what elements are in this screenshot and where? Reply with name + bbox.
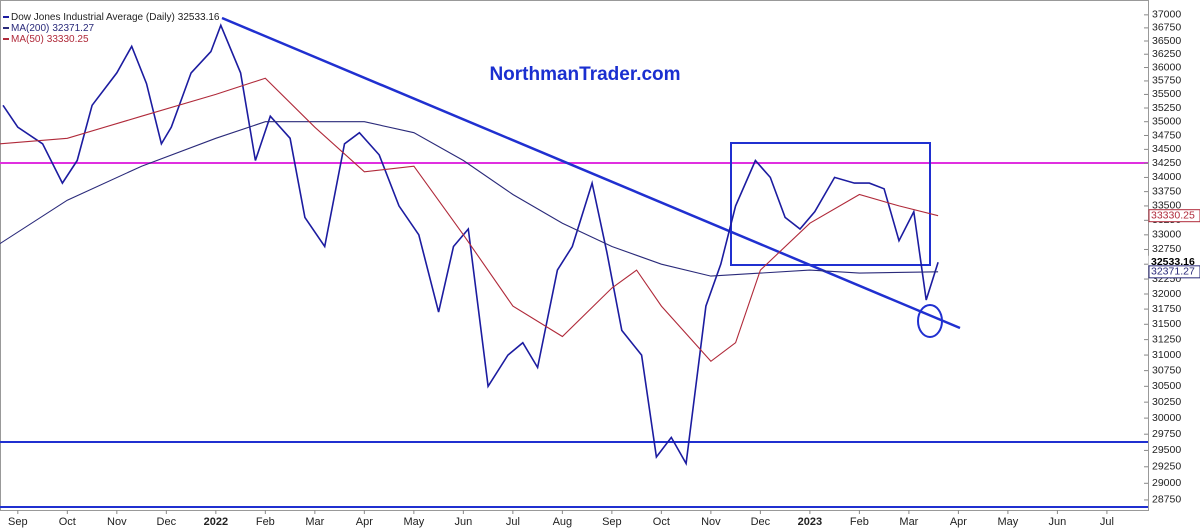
ma-line [0, 77, 939, 363]
legend-value: 33330.25 [47, 34, 89, 45]
x-tick-label: Dec [751, 516, 771, 528]
y-tick-label: 30000 [1152, 412, 1181, 424]
x-tick-label: Jul [506, 516, 520, 528]
y-tick-label: 32750 [1152, 243, 1181, 255]
y-tick-label: 28750 [1152, 494, 1181, 506]
x-tick-label: May [403, 516, 424, 528]
legend-value: 32533.16 [178, 12, 220, 23]
y-tick-label: 35500 [1152, 88, 1181, 100]
y-tick-label: 35750 [1152, 75, 1181, 87]
y-tick-label: 34000 [1152, 171, 1181, 183]
plot-frame [0, 0, 1149, 511]
x-tick-label: Mar [305, 516, 324, 528]
legend-value: 32371.27 [52, 23, 94, 34]
x-tick-label: Dec [157, 516, 177, 528]
x-tick-label: Oct [59, 516, 76, 528]
legend-name: MA(50) [11, 34, 44, 45]
x-tick-label: Nov [701, 516, 721, 528]
x-tick-label: Jul [1100, 516, 1114, 528]
legend-label: MA(50) 33330.25 [11, 34, 89, 45]
y-tick-label: 32000 [1152, 288, 1181, 300]
x-tick-label: Sep [8, 516, 28, 528]
y-tick-label: 29750 [1152, 428, 1181, 440]
range-box [730, 142, 931, 266]
last-value-box [1148, 265, 1200, 279]
x-tick-label: Mar [899, 516, 918, 528]
x-tick-label: Feb [256, 516, 275, 528]
x-tick-label: Jun [1049, 516, 1067, 528]
legend: Dow Jones Industrial Average (Daily) 3253… [3, 12, 220, 45]
x-tick-label: Feb [850, 516, 869, 528]
y-tick-label: 34750 [1152, 129, 1181, 141]
y-tick-label: 34500 [1152, 143, 1181, 155]
y-tick-label: 36500 [1152, 35, 1181, 47]
x-tick-label: Apr [356, 516, 373, 528]
last-value-label: 32533.16 [1151, 256, 1195, 268]
x-tick-label: Nov [107, 516, 127, 528]
last-value-label: 32371.27 [1151, 266, 1195, 278]
y-tick-label: 34250 [1152, 157, 1181, 169]
trend-line [221, 16, 961, 330]
y-tick-label: 37000 [1152, 9, 1181, 21]
y-tick-label: 31500 [1152, 318, 1181, 330]
x-tick-label: 2022 [204, 516, 228, 528]
y-tick-label: 33500 [1152, 200, 1181, 212]
ma-line [0, 121, 939, 277]
y-tick-label: 30250 [1152, 396, 1181, 408]
legend-name: MA(200) [11, 23, 49, 34]
y-tick-label: 31000 [1152, 349, 1181, 361]
legend-label: Dow Jones Industrial Average (Daily) 3253… [11, 12, 220, 23]
last-value-box [1148, 209, 1200, 223]
y-tick-label: 30750 [1152, 364, 1181, 376]
x-tick-label: Sep [602, 516, 622, 528]
x-tick-label: Oct [653, 516, 670, 528]
x-tick-label: Apr [950, 516, 967, 528]
x-tick-label: 2023 [798, 516, 822, 528]
y-tick-label: 33750 [1152, 185, 1181, 197]
x-tick-label: Jun [454, 516, 472, 528]
x-tick-label: May [998, 516, 1019, 528]
chart-title: NorthmanTrader.com [489, 64, 680, 85]
y-tick-label: 29500 [1152, 444, 1181, 456]
last-value-label: 33330.25 [1151, 209, 1195, 221]
y-tick-label: 35000 [1152, 115, 1181, 127]
x-tick-label: Aug [553, 516, 573, 528]
y-tick-label: 31250 [1152, 333, 1181, 345]
legend-name: Dow Jones Industrial Average (Daily) [11, 12, 175, 23]
y-tick-label: 29000 [1152, 477, 1181, 489]
y-tick-label: 29250 [1152, 461, 1181, 473]
y-tick-label: 33000 [1152, 229, 1181, 241]
y-tick-label: 36000 [1152, 61, 1181, 73]
y-tick-label: 30500 [1152, 380, 1181, 392]
price-line [2, 23, 939, 466]
legend-label: MA(200) 32371.27 [11, 23, 95, 34]
highlight-circle [917, 304, 943, 338]
y-tick-label: 35250 [1152, 102, 1181, 114]
y-tick-label: 36750 [1152, 22, 1181, 34]
y-tick-label: 31750 [1152, 303, 1181, 315]
y-tick-label: 36250 [1152, 48, 1181, 60]
